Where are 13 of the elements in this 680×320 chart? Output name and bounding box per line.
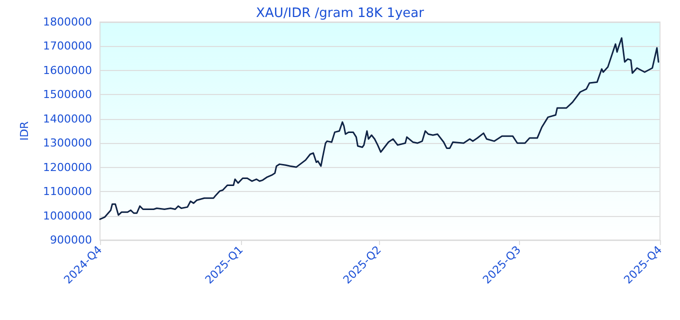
y-tick-label: 1500000 — [43, 88, 92, 102]
line-series — [99, 37, 660, 220]
y-tick-label: 1800000 — [43, 16, 92, 28]
chart-title: XAU/IDR /gram 18K 1year — [256, 6, 425, 21]
y-tick-label: 1300000 — [43, 136, 92, 150]
y-tick-label: 1600000 — [43, 64, 92, 77]
y-tick-label: 1100000 — [43, 185, 92, 198]
y-tick-label: 1200000 — [43, 160, 92, 174]
y-tick-label: 1400000 — [43, 112, 92, 126]
y-tick-label: 900000 — [50, 234, 92, 246]
y-tick-label: 1000000 — [43, 209, 92, 222]
y-axis-title: IDR — [18, 120, 31, 141]
y-tick-label: 1700000 — [43, 40, 92, 53]
